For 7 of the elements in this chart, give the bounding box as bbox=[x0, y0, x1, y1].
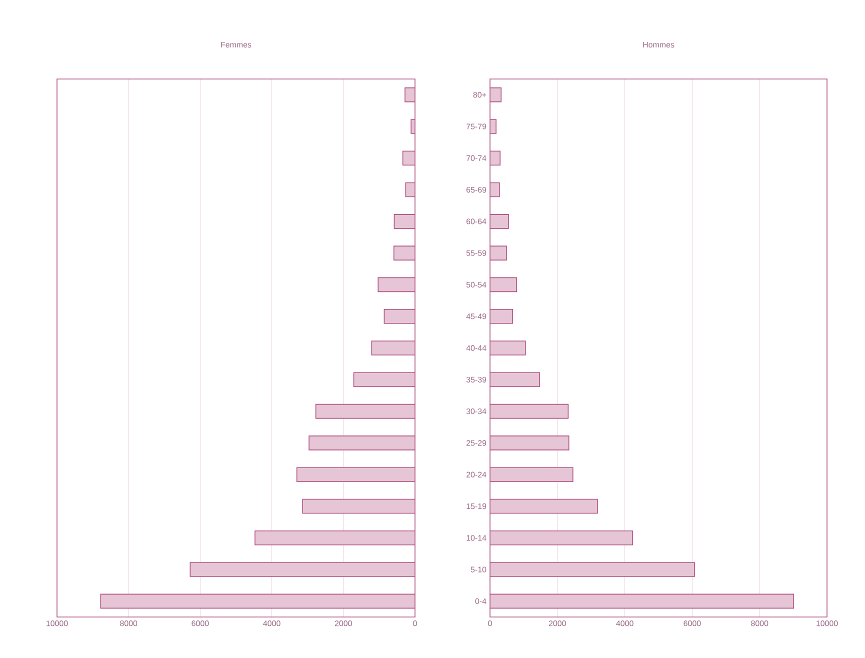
bar bbox=[490, 277, 518, 292]
bar bbox=[490, 372, 540, 388]
bar bbox=[384, 308, 415, 324]
bar bbox=[353, 372, 415, 388]
bar bbox=[378, 277, 415, 292]
bar bbox=[371, 340, 415, 356]
bar bbox=[490, 340, 526, 356]
